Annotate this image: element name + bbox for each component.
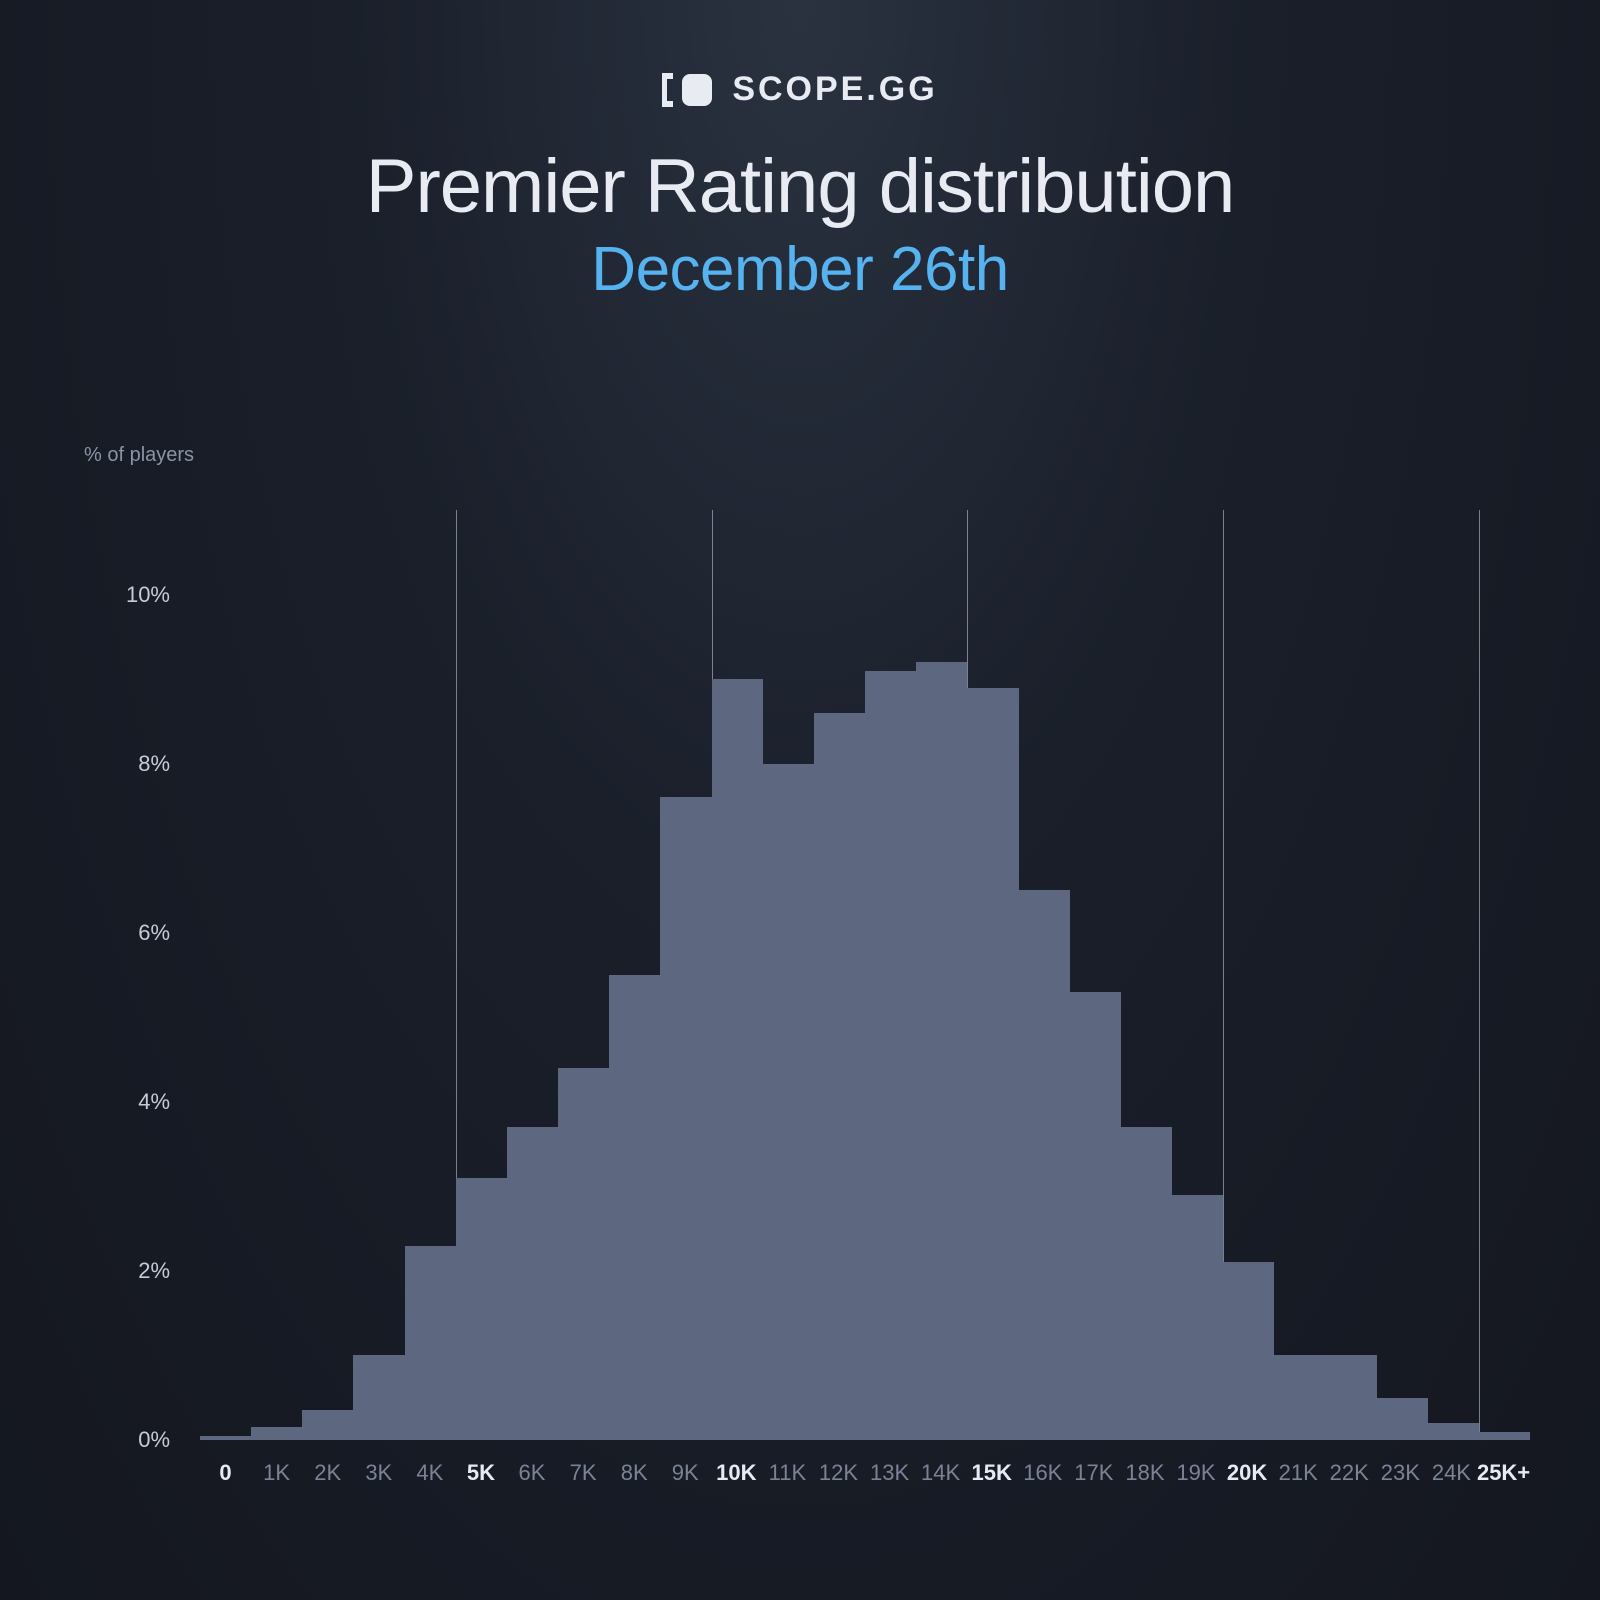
x-tick-label: 7K: [558, 1460, 609, 1486]
histogram-bar: [814, 713, 865, 1440]
x-tick-label: 1K: [251, 1460, 302, 1486]
x-tick-label: 18K: [1119, 1460, 1170, 1486]
histogram-bar: [916, 662, 967, 1440]
x-tick-label: 15K: [966, 1460, 1017, 1486]
histogram-bar: [1377, 1398, 1428, 1440]
x-tick-label: 19K: [1170, 1460, 1221, 1486]
histogram-bar: [1172, 1195, 1223, 1440]
histogram-bar: [763, 764, 814, 1440]
x-tick-label: 16K: [1017, 1460, 1068, 1486]
y-tick-label: 0%: [100, 1427, 170, 1453]
y-tick-label: 2%: [100, 1258, 170, 1284]
histogram-bar: [1121, 1127, 1172, 1440]
page-subtitle: December 26th: [0, 234, 1600, 305]
x-tick-label: 0: [200, 1460, 251, 1486]
x-tick-label: 13K: [864, 1460, 915, 1486]
brand-header: SCOPE.GG: [0, 0, 1600, 109]
y-tick-label: 6%: [100, 920, 170, 946]
x-tick-label: 9K: [660, 1460, 711, 1486]
x-tick-label: 22K: [1324, 1460, 1375, 1486]
x-tick-label: 23K: [1375, 1460, 1426, 1486]
histogram-chart: 10%8%6%4%2%0% 01K2K3K4K5K6K7K8K9K10K11K1…: [100, 490, 1540, 1490]
x-tick-label: 4K: [404, 1460, 455, 1486]
histogram-bar: [967, 688, 1018, 1440]
histogram-bar: [1223, 1262, 1274, 1440]
x-tick-label: 5K: [455, 1460, 506, 1486]
scope-logo-icon: [662, 72, 714, 108]
y-tick-label: 8%: [100, 751, 170, 777]
x-tick-label: 21K: [1273, 1460, 1324, 1486]
x-tick-label: 3K: [353, 1460, 404, 1486]
histogram-bar: [1428, 1423, 1479, 1440]
x-tick-label: 24K: [1426, 1460, 1477, 1486]
y-tick-label: 4%: [100, 1089, 170, 1115]
histogram-bar: [660, 797, 711, 1440]
histogram-bar: [405, 1246, 456, 1440]
histogram-bar: [865, 671, 916, 1440]
title-block: Premier Rating distribution December 26t…: [0, 143, 1600, 305]
histogram-bar: [609, 975, 660, 1440]
y-axis-title: % of players: [84, 444, 194, 467]
histogram-bar: [1325, 1355, 1376, 1440]
x-tick-label: 17K: [1068, 1460, 1119, 1486]
histogram-bar: [712, 679, 763, 1440]
x-tick-label: 25K+: [1477, 1460, 1530, 1486]
histogram-bar: [353, 1355, 404, 1440]
histogram-bar: [507, 1127, 558, 1440]
histogram-bar: [251, 1427, 302, 1440]
x-tick-label: 8K: [609, 1460, 660, 1486]
x-tick-label: 2K: [302, 1460, 353, 1486]
bars-container: [200, 510, 1530, 1440]
histogram-bar: [558, 1068, 609, 1440]
histogram-bar: [302, 1410, 353, 1440]
histogram-bar: [456, 1178, 507, 1440]
x-axis-labels: 01K2K3K4K5K6K7K8K9K10K11K12K13K14K15K16K…: [200, 1460, 1530, 1486]
plot-area: [200, 510, 1530, 1440]
histogram-bar: [200, 1436, 251, 1440]
x-tick-label: 6K: [506, 1460, 557, 1486]
page-title: Premier Rating distribution: [0, 143, 1600, 230]
brand-name: SCOPE.GG: [732, 70, 937, 109]
histogram-bar: [1479, 1432, 1530, 1440]
x-tick-label: 10K: [711, 1460, 762, 1486]
histogram-bar: [1070, 992, 1121, 1440]
histogram-bar: [1274, 1355, 1325, 1440]
histogram-bar: [1019, 890, 1070, 1440]
x-tick-label: 12K: [813, 1460, 864, 1486]
x-tick-label: 11K: [762, 1460, 813, 1486]
y-tick-label: 10%: [100, 582, 170, 608]
x-tick-label: 14K: [915, 1460, 966, 1486]
x-tick-label: 20K: [1222, 1460, 1273, 1486]
